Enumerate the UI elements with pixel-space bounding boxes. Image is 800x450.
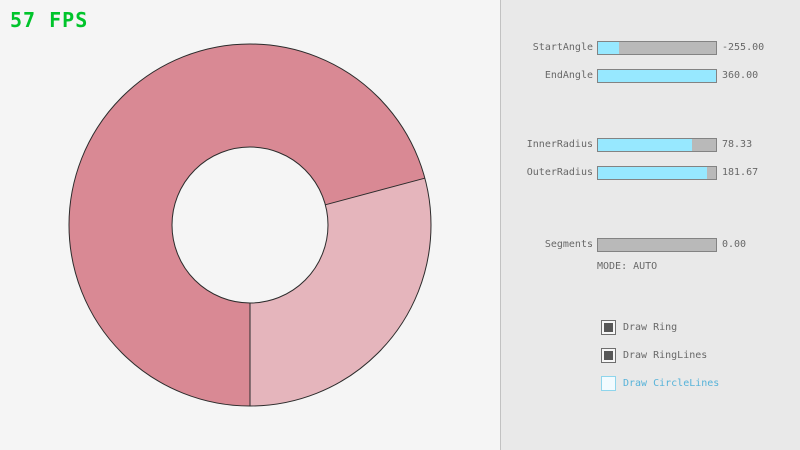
start-angle-slider-fill — [598, 42, 620, 54]
render-canvas: 57 FPS — [10, 8, 432, 407]
end-angle-label: EndAngle — [544, 70, 593, 81]
checkbox-label: Draw RingLines — [623, 350, 708, 361]
check-mark-icon — [604, 351, 613, 360]
checkbox-label: Draw CircleLines — [623, 378, 720, 389]
outer-radius-slider[interactable] — [597, 166, 717, 180]
end-angle-slider-fill — [598, 70, 716, 82]
checkbox-box[interactable] — [601, 376, 616, 391]
segments-label: Segments — [544, 239, 593, 250]
checkbox-draw-circlelines[interactable]: Draw CircleLines — [601, 376, 791, 391]
inner-radius-label: InnerRadius — [526, 139, 593, 150]
ring-inner-line — [171, 146, 329, 304]
check-mark-icon — [604, 323, 613, 332]
ring-edge-right — [325, 177, 425, 206]
end-angle-value: 360.00 — [722, 70, 759, 81]
checkbox-draw-ring[interactable]: Draw Ring — [601, 320, 791, 335]
inner-radius-value: 78.33 — [722, 139, 753, 150]
checkbox-box[interactable] — [601, 348, 616, 363]
checkbox-label: Draw Ring — [623, 322, 678, 333]
slider-row-start-angle: StartAngle -255.00 — [501, 41, 800, 55]
inner-radius-slider-fill — [598, 139, 693, 151]
ring-sector-light — [250, 178, 431, 406]
slider-row-segments: Segments 0.00 — [501, 238, 800, 252]
start-angle-label: StartAngle — [532, 42, 593, 53]
outer-radius-slider-fill — [598, 167, 707, 179]
start-angle-value: -255.00 — [722, 42, 765, 53]
inner-radius-slider[interactable] — [597, 138, 717, 152]
slider-row-inner-radius: InnerRadius 78.33 — [501, 138, 800, 152]
end-angle-slider[interactable] — [597, 69, 717, 83]
slider-row-end-angle: EndAngle 360.00 — [501, 69, 800, 83]
outer-radius-label: OuterRadius — [526, 167, 593, 178]
outer-radius-value: 181.67 — [722, 167, 759, 178]
slider-row-outer-radius: OuterRadius 181.67 — [501, 166, 800, 180]
checkbox-box[interactable] — [601, 320, 616, 335]
control-panel: StartAngle -255.00 EndAngle 360.00 Inner… — [500, 0, 800, 450]
ring-drawing — [68, 43, 432, 407]
segments-slider[interactable] — [597, 238, 717, 252]
segments-value: 0.00 — [722, 239, 747, 250]
start-angle-slider[interactable] — [597, 41, 717, 55]
fps-counter: 57 FPS — [10, 8, 89, 32]
mode-text: MODE: AUTO — [597, 261, 658, 272]
checkbox-draw-ringlines[interactable]: Draw RingLines — [601, 348, 791, 363]
